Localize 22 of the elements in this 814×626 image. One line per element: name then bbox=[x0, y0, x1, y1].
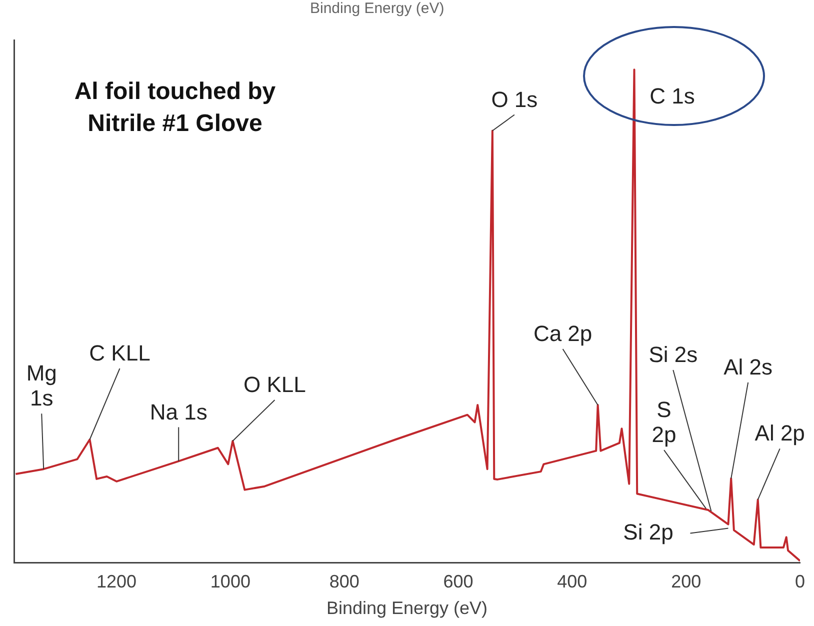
annotation: C KLL bbox=[89, 340, 150, 366]
x-tick-label: 1000 bbox=[210, 572, 250, 592]
x-tick-label: 0 bbox=[794, 572, 806, 592]
annotation: Si 2p bbox=[623, 519, 674, 544]
annotation: C 1s bbox=[650, 84, 695, 109]
text: Al foil touched by Nitrile #1 Glove bbox=[73, 77, 277, 139]
annotation: Al 2s bbox=[724, 354, 773, 380]
x-tick-label: 1200 bbox=[96, 572, 137, 592]
x-tick-label: 800 bbox=[329, 572, 360, 592]
annotation: Ca 2p bbox=[533, 321, 592, 346]
annotation: O KLL bbox=[244, 372, 306, 398]
annotation: S 2p bbox=[652, 397, 676, 448]
annotation: Na 1s bbox=[150, 399, 208, 424]
annotation: Si 2s bbox=[648, 342, 698, 368]
annotation: Mg 1s bbox=[26, 360, 57, 411]
annotation: O 1s bbox=[491, 86, 538, 112]
x-tick-label: 400 bbox=[557, 572, 588, 592]
x-axis-title: Binding Energy (eV) bbox=[326, 598, 488, 618]
x-tick-label: 600 bbox=[443, 572, 474, 592]
text: Binding Energy (eV) bbox=[310, 0, 444, 17]
x-tick-label: 200 bbox=[671, 572, 702, 592]
annotation: Al 2p bbox=[754, 420, 805, 446]
